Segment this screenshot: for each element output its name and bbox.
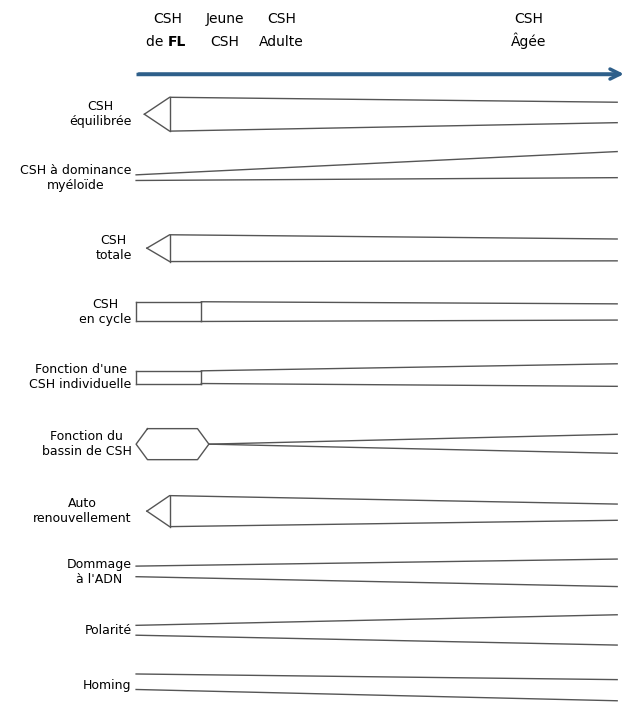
Text: CSH
équilibrée: CSH équilibrée (69, 100, 132, 128)
Text: Dommage
à l'ADN: Dommage à l'ADN (66, 558, 132, 587)
Text: de: de (146, 35, 168, 49)
Text: Jeune: Jeune (206, 12, 244, 26)
Text: Homing: Homing (83, 679, 132, 692)
Text: CSH à dominance
myéloïde: CSH à dominance myéloïde (20, 164, 132, 192)
Text: CSH
en cycle: CSH en cycle (79, 298, 132, 326)
Text: Auto
renouvellement: Auto renouvellement (33, 497, 132, 525)
Text: Fonction d'une
CSH individuelle: Fonction d'une CSH individuelle (29, 363, 132, 391)
Text: CSH: CSH (210, 35, 239, 49)
Text: CSH: CSH (153, 12, 182, 26)
Text: Adulte: Adulte (260, 35, 304, 49)
Text: CSH: CSH (514, 12, 543, 26)
Text: FL: FL (168, 35, 186, 49)
Text: CSH
totale: CSH totale (96, 234, 132, 262)
Text: Âgée: Âgée (511, 33, 546, 49)
Text: Polarité: Polarité (85, 625, 132, 637)
Text: CSH: CSH (267, 12, 296, 26)
Text: Fonction du
bassin de CSH: Fonction du bassin de CSH (42, 430, 132, 458)
